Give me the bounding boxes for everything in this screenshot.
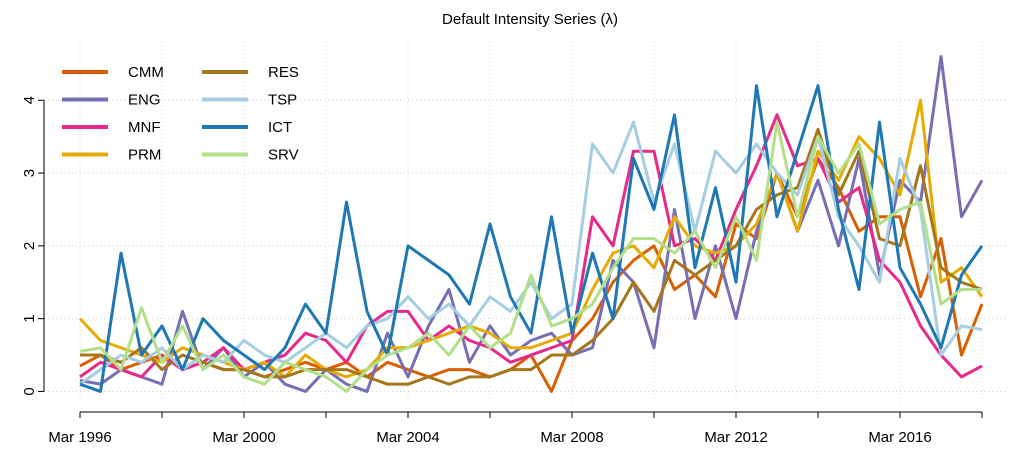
legend: CMM ENG MNF PRM RES TSP ICT SRV <box>62 64 299 163</box>
legend-label: ICT <box>268 119 292 136</box>
y-tick-label: 1 <box>21 314 38 322</box>
x-tick-label: Mar 1996 <box>48 429 111 446</box>
legend-label: ENG <box>128 91 161 108</box>
legend-label: TSP <box>268 91 297 108</box>
y-tick-label: 3 <box>21 169 38 177</box>
x-tick-label: Mar 2004 <box>376 429 439 446</box>
x-tick-label: Mar 2008 <box>540 429 603 446</box>
series-line <box>80 127 983 386</box>
series-line <box>79 84 984 393</box>
y-tick-label: 0 <box>21 387 38 395</box>
series-line <box>79 55 984 393</box>
x-tick-label: Mar 2012 <box>704 429 767 446</box>
y-tick-label: 2 <box>21 242 38 250</box>
legend-label: CMM <box>128 64 164 81</box>
legend-label: MNF <box>128 119 161 136</box>
series-line <box>79 120 982 393</box>
x-tick-label: Mar 2000 <box>212 429 275 446</box>
legend-label: PRM <box>128 146 161 163</box>
y-tick-label: 4 <box>21 96 38 104</box>
chart-title: Default Intensity Series (λ) <box>442 11 618 28</box>
legend-label: RES <box>268 64 299 81</box>
series-line <box>79 120 983 386</box>
plot-lines <box>78 55 984 393</box>
grid <box>44 42 1005 406</box>
x-tick-label: Mar 2016 <box>868 429 931 446</box>
axes: 0 1 2 3 4 Mar 1996 Mar 2000 Mar 2004 Mar 2008 Mar… <box>21 96 983 446</box>
legend-label: SRV <box>268 146 299 163</box>
